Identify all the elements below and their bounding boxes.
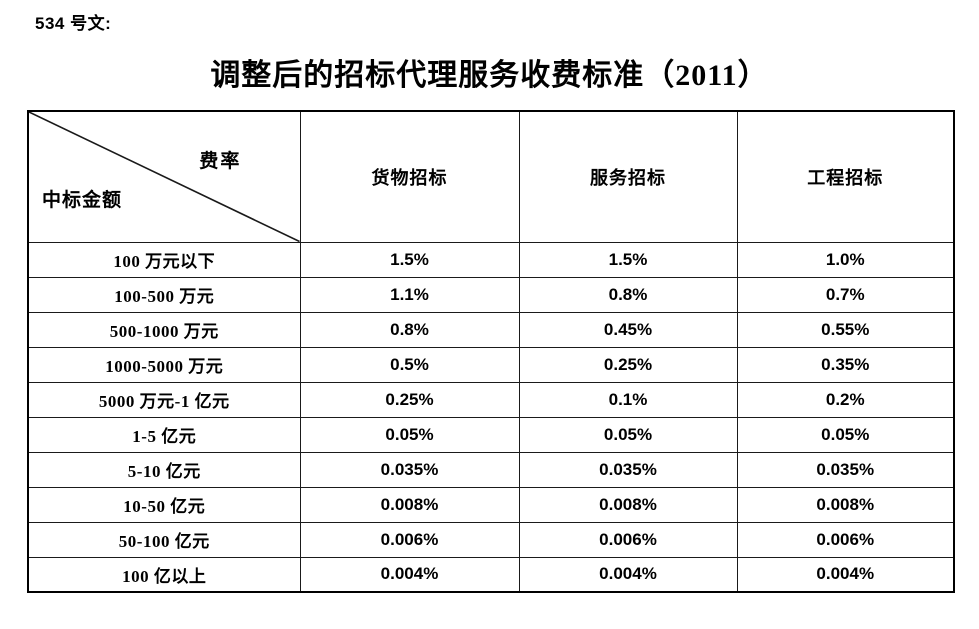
- fee-value-cell: 0.25%: [518, 346, 738, 383]
- table-body: 100 万元以下 1.5% 1.5% 1.0% 100-500 万元 1.1% 0.8% 0.…: [27, 241, 955, 593]
- fee-value-cell: 0.35%: [736, 346, 955, 383]
- fee-value-cell: 0.05%: [299, 416, 520, 453]
- fee-value-cell: 0.5%: [299, 346, 520, 383]
- row-label-amount-range: 100-500 万元: [27, 276, 301, 313]
- corner-label-amount: 中标金额: [42, 189, 123, 211]
- row-label-amount-range: 50-100 亿元: [27, 521, 301, 558]
- row-label-amount-range: 100 亿以上: [27, 556, 301, 593]
- page-title: 调整后的招标代理服务收费标准（2011）: [210, 59, 769, 92]
- fee-value-cell: 0.004%: [299, 556, 520, 593]
- fee-value-cell: 0.8%: [299, 311, 520, 348]
- fee-value-cell: 0.035%: [736, 451, 955, 488]
- table-row: 500-1000 万元 0.8% 0.45% 0.55%: [27, 311, 955, 348]
- row-label-amount-range: 5-10 亿元: [27, 451, 301, 488]
- fee-value-cell: 1.0%: [736, 241, 955, 278]
- row-label-amount-range: 1000-5000 万元: [27, 346, 301, 383]
- table-row: 100 万元以下 1.5% 1.5% 1.0%: [27, 241, 955, 278]
- fee-value-cell: 0.004%: [736, 556, 955, 593]
- row-label-amount-range: 5000 万元-1 亿元: [27, 381, 301, 418]
- fee-value-cell: 0.2%: [736, 381, 955, 418]
- fee-value-cell: 0.1%: [518, 381, 738, 418]
- fee-standard-table: 费率 中标金额 货物招标 服务招标 工程招标 100 万元以下 1.5% 1.5% 1…: [27, 110, 955, 593]
- fee-value-cell: 0.05%: [736, 416, 955, 453]
- fee-value-cell: 0.8%: [518, 276, 738, 313]
- table-row: 50-100 亿元 0.006% 0.006% 0.006%: [27, 521, 955, 558]
- fee-value-cell: 0.55%: [736, 311, 955, 348]
- row-label-amount-range: 100 万元以下: [27, 241, 301, 278]
- column-header-engineering: 工程招标: [736, 110, 955, 243]
- column-header-services: 服务招标: [518, 110, 738, 243]
- fee-value-cell: 1.5%: [299, 241, 520, 278]
- fee-value-cell: 1.5%: [518, 241, 738, 278]
- table-header-row: 费率 中标金额 货物招标 服务招标 工程招标: [27, 110, 955, 243]
- fee-value-cell: 0.45%: [518, 311, 738, 348]
- fee-value-cell: 0.05%: [518, 416, 738, 453]
- doc-number-label: 534 号文:: [35, 14, 112, 33]
- column-header-goods: 货物招标: [299, 110, 520, 243]
- row-label-amount-range: 10-50 亿元: [27, 486, 301, 523]
- fee-value-cell: 0.008%: [736, 486, 955, 523]
- diagonal-line: [29, 112, 300, 242]
- row-label-amount-range: 500-1000 万元: [27, 311, 301, 348]
- fee-value-cell: 0.035%: [299, 451, 520, 488]
- table-row: 10-50 亿元 0.008% 0.008% 0.008%: [27, 486, 955, 523]
- corner-header-cell: 费率 中标金额: [27, 110, 301, 243]
- row-label-amount-range: 1-5 亿元: [27, 416, 301, 453]
- fee-value-cell: 0.035%: [518, 451, 738, 488]
- table-row: 100 亿以上 0.004% 0.004% 0.004%: [27, 556, 955, 593]
- fee-value-cell: 0.25%: [299, 381, 520, 418]
- table-row: 1000-5000 万元 0.5% 0.25% 0.35%: [27, 346, 955, 383]
- table-row: 100-500 万元 1.1% 0.8% 0.7%: [27, 276, 955, 313]
- fee-value-cell: 0.006%: [299, 521, 520, 558]
- table-row: 1-5 亿元 0.05% 0.05% 0.05%: [27, 416, 955, 453]
- fee-value-cell: 0.006%: [518, 521, 738, 558]
- fee-value-cell: 1.1%: [299, 276, 520, 313]
- corner-label-rate: 费率: [199, 150, 242, 172]
- fee-value-cell: 0.006%: [736, 521, 955, 558]
- fee-value-cell: 0.004%: [518, 556, 738, 593]
- table-row: 5-10 亿元 0.035% 0.035% 0.035%: [27, 451, 955, 488]
- fee-value-cell: 0.7%: [736, 276, 955, 313]
- fee-value-cell: 0.008%: [518, 486, 738, 523]
- fee-value-cell: 0.008%: [299, 486, 520, 523]
- table-row: 5000 万元-1 亿元 0.25% 0.1% 0.2%: [27, 381, 955, 418]
